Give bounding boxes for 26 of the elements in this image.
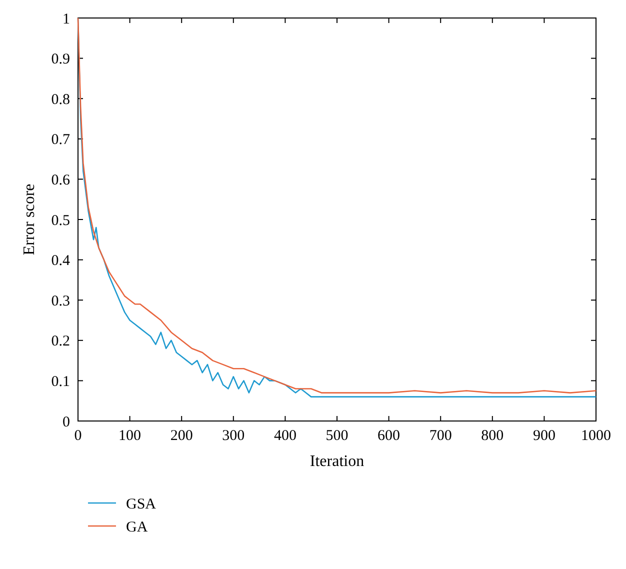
y-tick-label: 0.5 bbox=[51, 212, 70, 229]
y-tick-label: 0.9 bbox=[51, 52, 70, 68]
x-tick-label: 1000 bbox=[581, 428, 611, 444]
x-tick-label: 100 bbox=[118, 428, 142, 444]
y-tick-label: 0.4 bbox=[51, 253, 70, 270]
x-tick-label: 0 bbox=[74, 428, 82, 444]
x-tick-label: 800 bbox=[481, 428, 504, 444]
x-tick-label: 400 bbox=[274, 428, 296, 444]
x-tick-label: 200 bbox=[170, 428, 193, 444]
x-tick-label: 700 bbox=[429, 428, 452, 444]
y-tick-label: 0 bbox=[62, 414, 70, 430]
y-tick-label: 0.2 bbox=[51, 334, 70, 350]
legend-label: GA bbox=[126, 519, 148, 536]
legend-label: GSA bbox=[126, 496, 156, 512]
y-tick-label: 0.6 bbox=[51, 172, 70, 188]
x-tick-label: 500 bbox=[326, 428, 348, 444]
y-tick-label: 0.1 bbox=[51, 374, 70, 390]
y-tick-label: 0.7 bbox=[51, 132, 70, 148]
y-tick-label: 0.3 bbox=[51, 293, 70, 310]
y-tick-label: 1 bbox=[62, 11, 70, 28]
x-tick-label: 900 bbox=[532, 428, 556, 444]
x-axis-title: Iteration bbox=[310, 453, 364, 470]
x-tick-label: 300 bbox=[222, 428, 245, 444]
y-tick-label: 0.8 bbox=[51, 92, 70, 108]
x-tick-label: 600 bbox=[378, 428, 400, 444]
y-axis-title: Error score bbox=[21, 184, 38, 256]
